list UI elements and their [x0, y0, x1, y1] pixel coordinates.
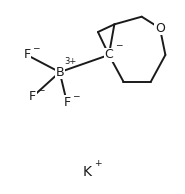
- Text: −: −: [32, 43, 39, 52]
- Text: −: −: [115, 40, 123, 49]
- Text: B: B: [55, 66, 64, 79]
- Text: K: K: [83, 165, 92, 178]
- Text: −: −: [37, 85, 45, 94]
- Text: C: C: [105, 48, 113, 61]
- Text: −: −: [72, 91, 80, 100]
- Text: F: F: [29, 90, 36, 104]
- Text: +: +: [94, 159, 102, 168]
- Text: F: F: [63, 96, 70, 109]
- Text: F: F: [23, 48, 31, 61]
- Text: 3+: 3+: [65, 57, 77, 66]
- Text: O: O: [155, 22, 165, 35]
